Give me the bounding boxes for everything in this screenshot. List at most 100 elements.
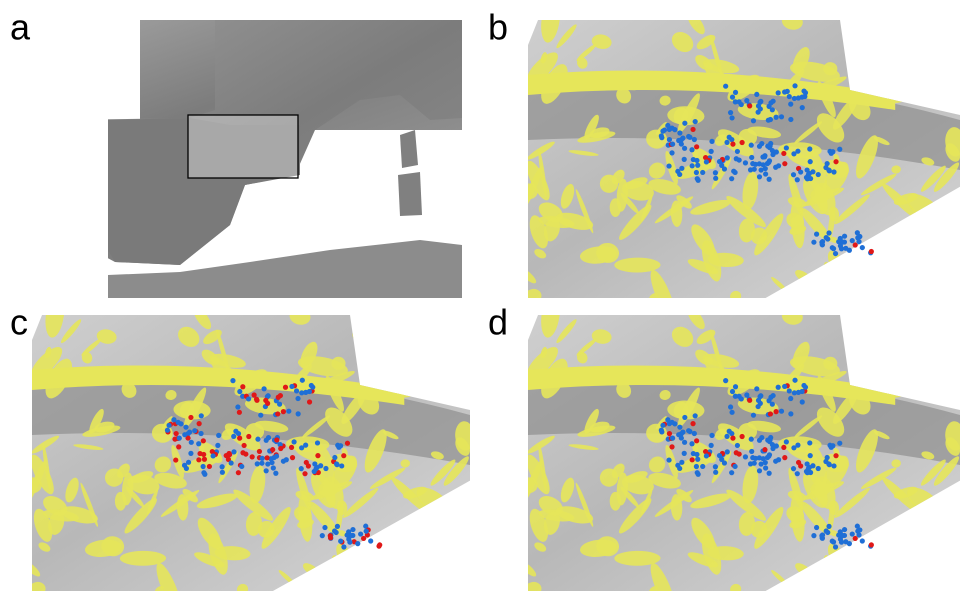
occurrence-point	[763, 171, 768, 176]
occurrence-point	[347, 540, 352, 545]
occurrence-point	[770, 402, 775, 407]
habitat-patch	[892, 225, 912, 270]
habitat-patch	[402, 532, 421, 547]
occurrence-point	[830, 539, 835, 544]
habitat-patch	[861, 549, 881, 566]
occurrence-point	[260, 456, 265, 461]
occurrence-point	[166, 423, 171, 428]
habitat-patch	[364, 572, 372, 584]
occurrence-point	[694, 452, 699, 457]
occurrence-point	[230, 378, 235, 383]
occurrence-point	[666, 163, 671, 168]
presence-point	[747, 398, 752, 403]
occurrence-point	[792, 96, 797, 101]
habitat-patch	[880, 251, 917, 289]
occurrence-point	[713, 170, 718, 175]
presence-point	[747, 103, 752, 108]
occurrence-point	[767, 143, 772, 148]
occurrence-point	[682, 121, 687, 126]
occurrence-point	[694, 170, 699, 175]
habitat-patch	[389, 544, 426, 582]
habitat-patch	[919, 530, 934, 546]
habitat-patch	[428, 530, 443, 546]
occurrence-point	[216, 433, 221, 438]
occurrence-point	[806, 172, 811, 177]
figure: a b c d	[0, 0, 966, 594]
occurrence-point	[682, 440, 687, 445]
presence-point	[237, 410, 242, 415]
habitat-patch	[402, 519, 422, 564]
habitat-patch	[330, 562, 361, 594]
occurrence-point	[770, 107, 775, 112]
presence-point	[264, 455, 269, 460]
occurrence-point	[860, 245, 865, 250]
occurrence-point	[727, 429, 732, 434]
occurrence-point	[717, 453, 722, 458]
presence-point	[782, 455, 787, 460]
presence-point	[694, 438, 699, 443]
occurrence-point	[837, 147, 842, 152]
occurrence-point	[751, 118, 756, 123]
occurrence-point	[294, 388, 299, 393]
occurrence-point	[229, 460, 234, 465]
presence-point	[730, 436, 735, 441]
occurrence-point	[833, 544, 838, 549]
presence-point	[740, 140, 745, 145]
occurrence-point	[754, 386, 759, 391]
presence-point	[201, 438, 206, 443]
occurrence-point	[733, 90, 738, 95]
occurrence-point	[196, 441, 201, 446]
occurrence-point	[682, 451, 687, 456]
occurrence-point	[801, 383, 806, 388]
occurrence-point	[847, 541, 852, 546]
occurrence-point	[669, 420, 674, 425]
occurrence-point	[757, 174, 762, 179]
occurrence-point	[713, 464, 718, 469]
habitat-patch	[888, 348, 909, 387]
habitat-patch	[873, 543, 894, 593]
presence-point	[734, 450, 739, 455]
occurrence-point	[700, 464, 705, 469]
habitat-patch	[367, 320, 403, 367]
occurrence-point	[201, 464, 206, 469]
occurrence-point	[277, 402, 282, 407]
occurrence-point	[825, 455, 830, 460]
presence-point	[762, 447, 767, 452]
occurrence-point	[220, 470, 225, 475]
occurrence-point	[788, 117, 793, 122]
occurrence-point	[729, 176, 734, 181]
presence-point	[257, 449, 262, 454]
occurrence-point	[334, 530, 339, 535]
presence-point	[173, 457, 178, 462]
occurrence-point	[713, 176, 718, 181]
presence-point	[197, 421, 202, 426]
panel-label: b	[488, 7, 508, 48]
occurrence-point	[801, 88, 806, 93]
occurrence-point	[839, 540, 844, 545]
occurrence-point	[284, 457, 289, 462]
occurrence-point	[271, 465, 276, 470]
presence-point	[188, 415, 193, 420]
occurrence-point	[660, 129, 665, 134]
occurrence-point	[855, 235, 860, 240]
occurrence-point	[732, 464, 737, 469]
occurrence-point	[767, 437, 772, 442]
occurrence-point	[734, 156, 739, 161]
habitat-patch	[370, 549, 390, 566]
occurrence-point	[725, 449, 730, 454]
occurrence-point	[175, 420, 180, 425]
occurrence-point	[749, 143, 754, 148]
habitat-patch	[879, 329, 903, 348]
habitat-patch	[924, 324, 944, 338]
occurrence-point	[728, 404, 733, 409]
panel-label: a	[10, 7, 31, 48]
occurrence-point	[754, 92, 759, 97]
habitat-patch	[879, 34, 903, 53]
overview-map	[55, 20, 462, 298]
occurrence-point	[676, 138, 681, 143]
presence-point	[341, 453, 346, 458]
habitat-patch	[861, 256, 881, 273]
occurrence-point	[791, 466, 796, 471]
occurrence-point	[826, 461, 831, 466]
occurrence-point	[732, 170, 737, 175]
